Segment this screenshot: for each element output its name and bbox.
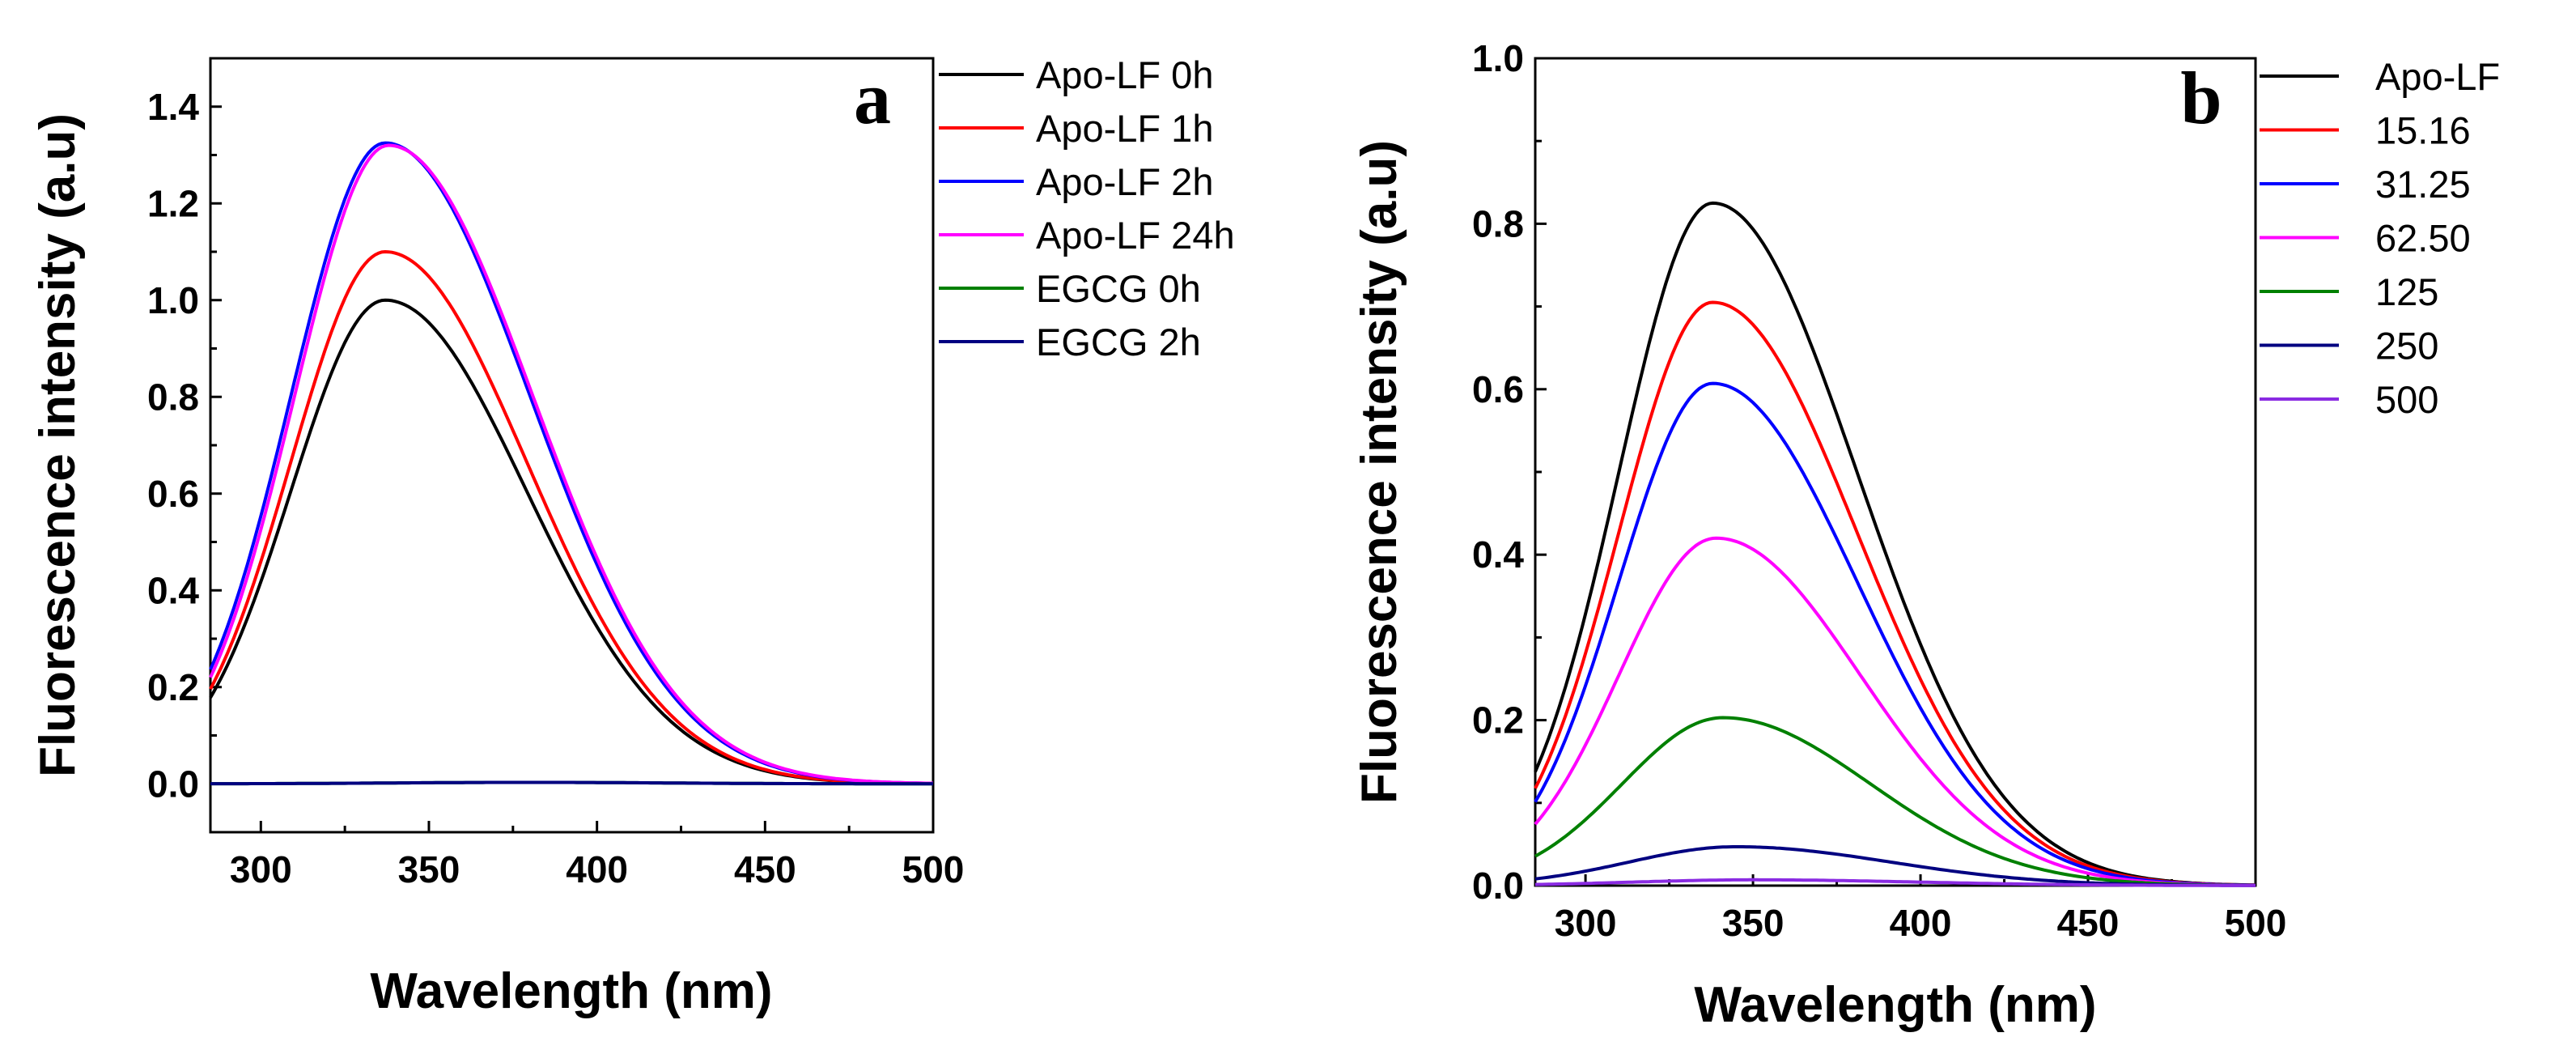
x-tick-labels-a: 300 350 400 450 500: [230, 848, 964, 890]
x-tick-label: 450: [734, 848, 796, 890]
panel-label-a: a: [854, 57, 891, 139]
x-tick-label: 300: [1555, 902, 1617, 944]
series-line-b-1: [1534, 300, 2256, 887]
panel-label-b: b: [2180, 57, 2222, 139]
y-axis-label-a: Fluorescence intensity (a.u): [30, 113, 86, 777]
legend-entry-label: EGCG 0h: [1036, 267, 1201, 310]
legend-entry-label: EGCG 2h: [1036, 321, 1201, 363]
tick-marks-a: [210, 105, 935, 832]
legend-a: Apo-LF 0h Apo-LF 1h Apo-LF 2h Apo-LF 24h EGC…: [939, 53, 1235, 363]
legend-entry-label: 15.16: [2375, 109, 2471, 152]
x-tick-label: 500: [2225, 902, 2287, 944]
y-tick-label: 1.0: [147, 279, 199, 321]
legend-entry-label: 62.50: [2375, 217, 2471, 260]
x-tick-label: 350: [398, 848, 460, 890]
y-tick-label: 1.0: [1472, 37, 1524, 79]
y-tick-labels-a: 0.0 0.2 0.4 0.6 0.8 1.0 1.2 1.4: [147, 86, 199, 805]
y-tick-labels-b: 0.0 0.2 0.4 0.6 0.8 1.0: [1472, 37, 1524, 907]
x-axis-label-a: Wavelength (nm): [370, 963, 772, 1019]
series-line-a-1: [209, 249, 933, 785]
series-line-a-3: [209, 143, 934, 785]
series-line-b-4: [1534, 716, 2256, 887]
y-tick-label: 0.4: [1472, 533, 1524, 576]
plot-frame-a: [209, 57, 935, 834]
legend-entry-label: Apo-LF 24h: [1036, 214, 1235, 257]
series-line-b-3: [1534, 536, 2256, 887]
legend-entry-label: Apo-LF 2h: [1036, 160, 1213, 203]
series-line-b-2: [1534, 381, 2256, 887]
y-tick-label: 0.0: [1472, 865, 1524, 907]
legend-b: Apo-LF 15.16 31.25 62.50 125 250 500: [2260, 55, 2500, 421]
chart-panel-b: 0.0 0.2 0.4 0.6 0.8 1.0 300 350 400 450 500 b Wav…: [1352, 37, 2500, 1033]
y-tick-label: 0.2: [1472, 699, 1524, 742]
series-line-a-2: [209, 141, 933, 785]
x-tick-label: 450: [2057, 902, 2120, 944]
series-line-b-6: [1534, 878, 2256, 887]
x-tick-label: 400: [1890, 902, 1952, 944]
y-tick-label: 1.4: [147, 86, 199, 128]
legend-entry-label: 31.25: [2375, 163, 2471, 206]
x-axis-label-b: Wavelength (nm): [1694, 977, 2096, 1033]
legend-entry-label: Apo-LF 1h: [1036, 107, 1213, 150]
y-axis-label-b: Fluorescence intensity (a.u): [1352, 140, 1407, 804]
legend-entry-label: 500: [2375, 378, 2438, 421]
y-tick-label: 0.8: [147, 376, 199, 418]
x-tick-label: 500: [902, 848, 965, 890]
series-lines-a: [209, 141, 934, 786]
y-tick-label: 0.0: [147, 763, 199, 805]
x-tick-label: 350: [1722, 902, 1785, 944]
legend-entry-label: 250: [2375, 325, 2438, 368]
legend-entry-label: 125: [2375, 270, 2438, 313]
x-tick-label: 300: [230, 848, 292, 890]
y-tick-label: 0.6: [1472, 368, 1524, 410]
y-tick-label: 0.2: [147, 666, 199, 708]
series-line-a-5: [210, 780, 933, 786]
y-tick-label: 0.8: [1472, 202, 1524, 244]
x-tick-labels-b: 300 350 400 450 500: [1555, 902, 2287, 944]
series-line-b-0: [1534, 201, 2256, 887]
chart-panel-a: 0.0 0.2 0.4 0.6 0.8 1.0 1.2 1.4 300 350 400 450 500…: [30, 53, 1235, 1019]
x-tick-label: 400: [566, 848, 628, 890]
legend-entry-label: Apo-LF 0h: [1036, 53, 1213, 96]
y-tick-label: 0.6: [147, 473, 199, 515]
y-tick-label: 0.4: [147, 569, 199, 611]
y-tick-label: 1.2: [147, 182, 199, 224]
legend-entry-label: Apo-LF: [2375, 55, 2500, 98]
series-lines-b: [1534, 201, 2256, 887]
